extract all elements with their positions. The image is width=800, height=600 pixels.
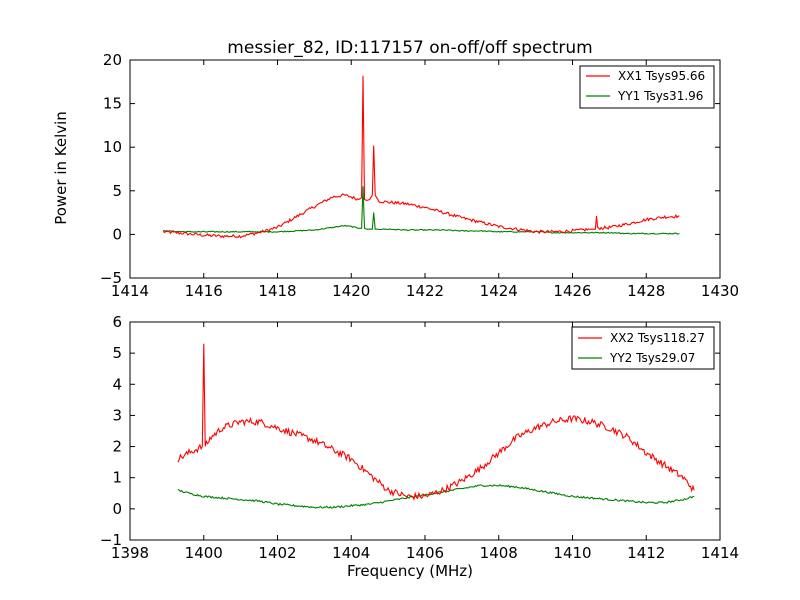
y-tick-label: −5 (100, 269, 122, 287)
x-axis-label: Frequency (MHz) (347, 562, 473, 580)
x-tick-label: 1398 (111, 544, 149, 562)
x-tick-label: 1408 (480, 544, 518, 562)
x-tick-label: 1414 (701, 544, 739, 562)
y-tick-label: −1 (100, 531, 122, 549)
x-tick-label: 1400 (185, 544, 223, 562)
x-tick-label: 1430 (701, 282, 739, 300)
legend-label-yy1: YY1 Tsys31.96 (617, 89, 703, 103)
chart-title: messier_82, ID:117157 on-off/off spectru… (227, 38, 592, 58)
y-tick-label: 5 (112, 344, 122, 362)
legend-label-yy2: YY2 Tsys29.07 (609, 351, 695, 365)
x-tick-label: 1428 (627, 282, 665, 300)
x-tick-label: 1414 (111, 282, 149, 300)
x-tick-label: 1416 (185, 282, 223, 300)
y-tick-label: 10 (103, 138, 122, 156)
y-tick-label: 15 (103, 95, 122, 113)
y-tick-label: 0 (112, 225, 122, 243)
series-line-yy2 (177, 484, 695, 509)
x-tick-label: 1404 (332, 544, 370, 562)
y-tick-label: 1 (112, 469, 122, 487)
x-tick-label: 1420 (332, 282, 370, 300)
x-tick-label: 1402 (258, 544, 296, 562)
x-tick-label: 1426 (553, 282, 591, 300)
y-tick-label: 20 (103, 51, 122, 69)
x-tick-label: 1410 (553, 544, 591, 562)
y-tick-label: 0 (112, 500, 122, 518)
x-tick-label: 1422 (406, 282, 444, 300)
x-tick-label: 1424 (480, 282, 518, 300)
series-line-xx2 (177, 343, 695, 502)
legend-label-xx1: XX1 Tsys95.66 (618, 69, 705, 83)
legend-box-top (579, 65, 715, 109)
top-axes: messier_82, ID:117157 on-off/off spectru… (52, 38, 739, 300)
y-tick-label: 3 (112, 406, 122, 424)
x-tick-label: 1418 (258, 282, 296, 300)
x-tick-label: 1406 (406, 544, 444, 562)
legend-label-xx2: XX2 Tsys118.27 (610, 331, 705, 345)
bottom-axes: Frequency (MHz) XX2 Tsys118.27 YY2 Tsys2… (100, 313, 739, 580)
y-tick-label: 5 (112, 182, 122, 200)
y-tick-label: 4 (112, 375, 122, 393)
x-tick-label: 1412 (627, 544, 665, 562)
legend-box-bottom (571, 326, 715, 370)
y-tick-label: 2 (112, 438, 122, 456)
y-tick-label: 6 (112, 313, 122, 331)
y-axis-label: Power in Kelvin (52, 111, 70, 225)
series-line-yy1 (163, 186, 680, 235)
series-line-xx1 (162, 75, 680, 239)
